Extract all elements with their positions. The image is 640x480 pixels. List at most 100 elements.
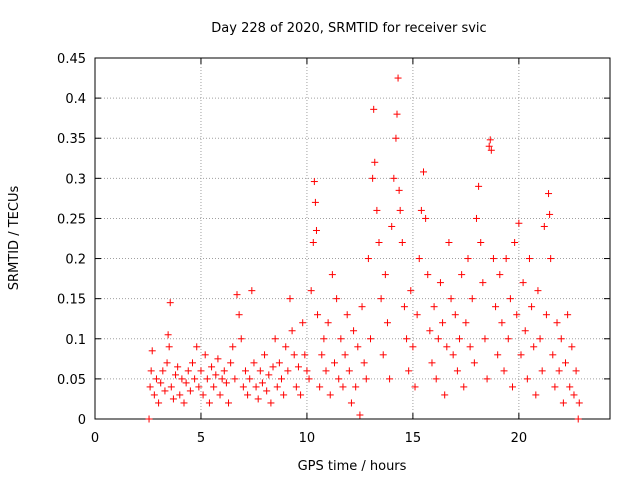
data-point: [201, 351, 209, 359]
data-point: [523, 375, 531, 383]
data-point: [273, 383, 281, 391]
data-point: [509, 383, 517, 391]
data-point: [267, 399, 275, 407]
data-point: [530, 343, 538, 351]
data-point: [504, 335, 512, 343]
data-point: [496, 271, 504, 279]
data-point: [299, 319, 307, 327]
y-axis-ticks: 0 0.05 0.1 0.15 0.2 0.25 0.3 0.35 0.4 0.45: [57, 52, 610, 428]
data-point: [326, 391, 334, 399]
data-point: [297, 391, 305, 399]
x-axis-ticks: 0 5 10 15 20: [91, 58, 527, 446]
data-point: [373, 206, 381, 214]
data-point: [248, 287, 256, 295]
data-point: [335, 375, 343, 383]
data-point: [517, 351, 525, 359]
data-point: [458, 271, 466, 279]
data-point: [265, 371, 273, 379]
data-point: [443, 343, 451, 351]
data-point: [525, 255, 533, 263]
data-point: [566, 383, 574, 391]
data-point: [155, 399, 163, 407]
data-point: [381, 271, 389, 279]
y-tick-label: 0.05: [57, 373, 86, 388]
data-point: [367, 335, 375, 343]
data-point: [413, 311, 421, 319]
data-point: [486, 136, 494, 144]
data-point: [528, 303, 536, 311]
data-point: [453, 367, 461, 375]
data-point: [409, 343, 417, 351]
data-point: [316, 383, 324, 391]
data-point: [241, 367, 249, 375]
data-point: [164, 331, 172, 339]
data-point: [547, 255, 555, 263]
y-tick-label: 0.1: [65, 333, 86, 348]
data-point: [256, 367, 264, 375]
data-point: [489, 255, 497, 263]
data-point: [290, 351, 298, 359]
data-point: [513, 311, 521, 319]
data-point: [377, 295, 385, 303]
data-point: [254, 395, 262, 403]
data-point: [392, 134, 400, 142]
data-point: [500, 367, 508, 375]
data-point: [161, 387, 169, 395]
data-point: [191, 375, 199, 383]
data-point: [462, 319, 470, 327]
y-tick-label: 0.4: [65, 92, 86, 107]
data-point: [572, 367, 580, 375]
x-tick-label: 20: [511, 431, 528, 446]
data-point: [432, 375, 440, 383]
data-point: [428, 359, 436, 367]
data-point: [388, 222, 396, 230]
data-point: [311, 198, 319, 206]
y-tick-label: 0.3: [65, 172, 86, 187]
data-point: [492, 303, 500, 311]
data-point: [441, 391, 449, 399]
data-point: [540, 222, 548, 230]
data-point: [339, 383, 347, 391]
y-tick-label: 0: [78, 413, 86, 428]
data-point: [483, 375, 491, 383]
data-point: [145, 415, 153, 423]
data-point: [487, 146, 495, 154]
x-tick-label: 10: [299, 431, 316, 446]
data-point: [280, 391, 288, 399]
data-point: [178, 375, 186, 383]
data-point: [239, 383, 247, 391]
data-point: [210, 383, 218, 391]
data-point: [222, 379, 230, 387]
data-point: [411, 383, 419, 391]
data-point: [364, 255, 372, 263]
data-point: [225, 399, 233, 407]
data-point: [199, 391, 207, 399]
data-point: [261, 351, 269, 359]
data-point: [515, 219, 523, 227]
data-point: [152, 375, 160, 383]
data-point: [405, 367, 413, 375]
data-point: [369, 174, 377, 182]
data-point: [555, 367, 563, 375]
data-point: [506, 295, 514, 303]
data-point: [294, 363, 302, 371]
data-point: [417, 206, 425, 214]
data-point: [328, 271, 336, 279]
data-point: [184, 367, 192, 375]
data-point: [375, 239, 383, 247]
data-point: [216, 391, 224, 399]
data-point: [172, 371, 180, 379]
data-point: [208, 363, 216, 371]
data-point: [165, 343, 173, 351]
data-point: [549, 351, 557, 359]
data-point: [288, 327, 296, 335]
data-point: [390, 174, 398, 182]
data-point: [362, 375, 370, 383]
data-point: [545, 190, 553, 198]
data-point: [498, 319, 506, 327]
data-point: [456, 335, 464, 343]
data-point: [466, 343, 474, 351]
data-point: [386, 375, 394, 383]
data-point: [166, 299, 174, 307]
data-point: [472, 214, 480, 222]
